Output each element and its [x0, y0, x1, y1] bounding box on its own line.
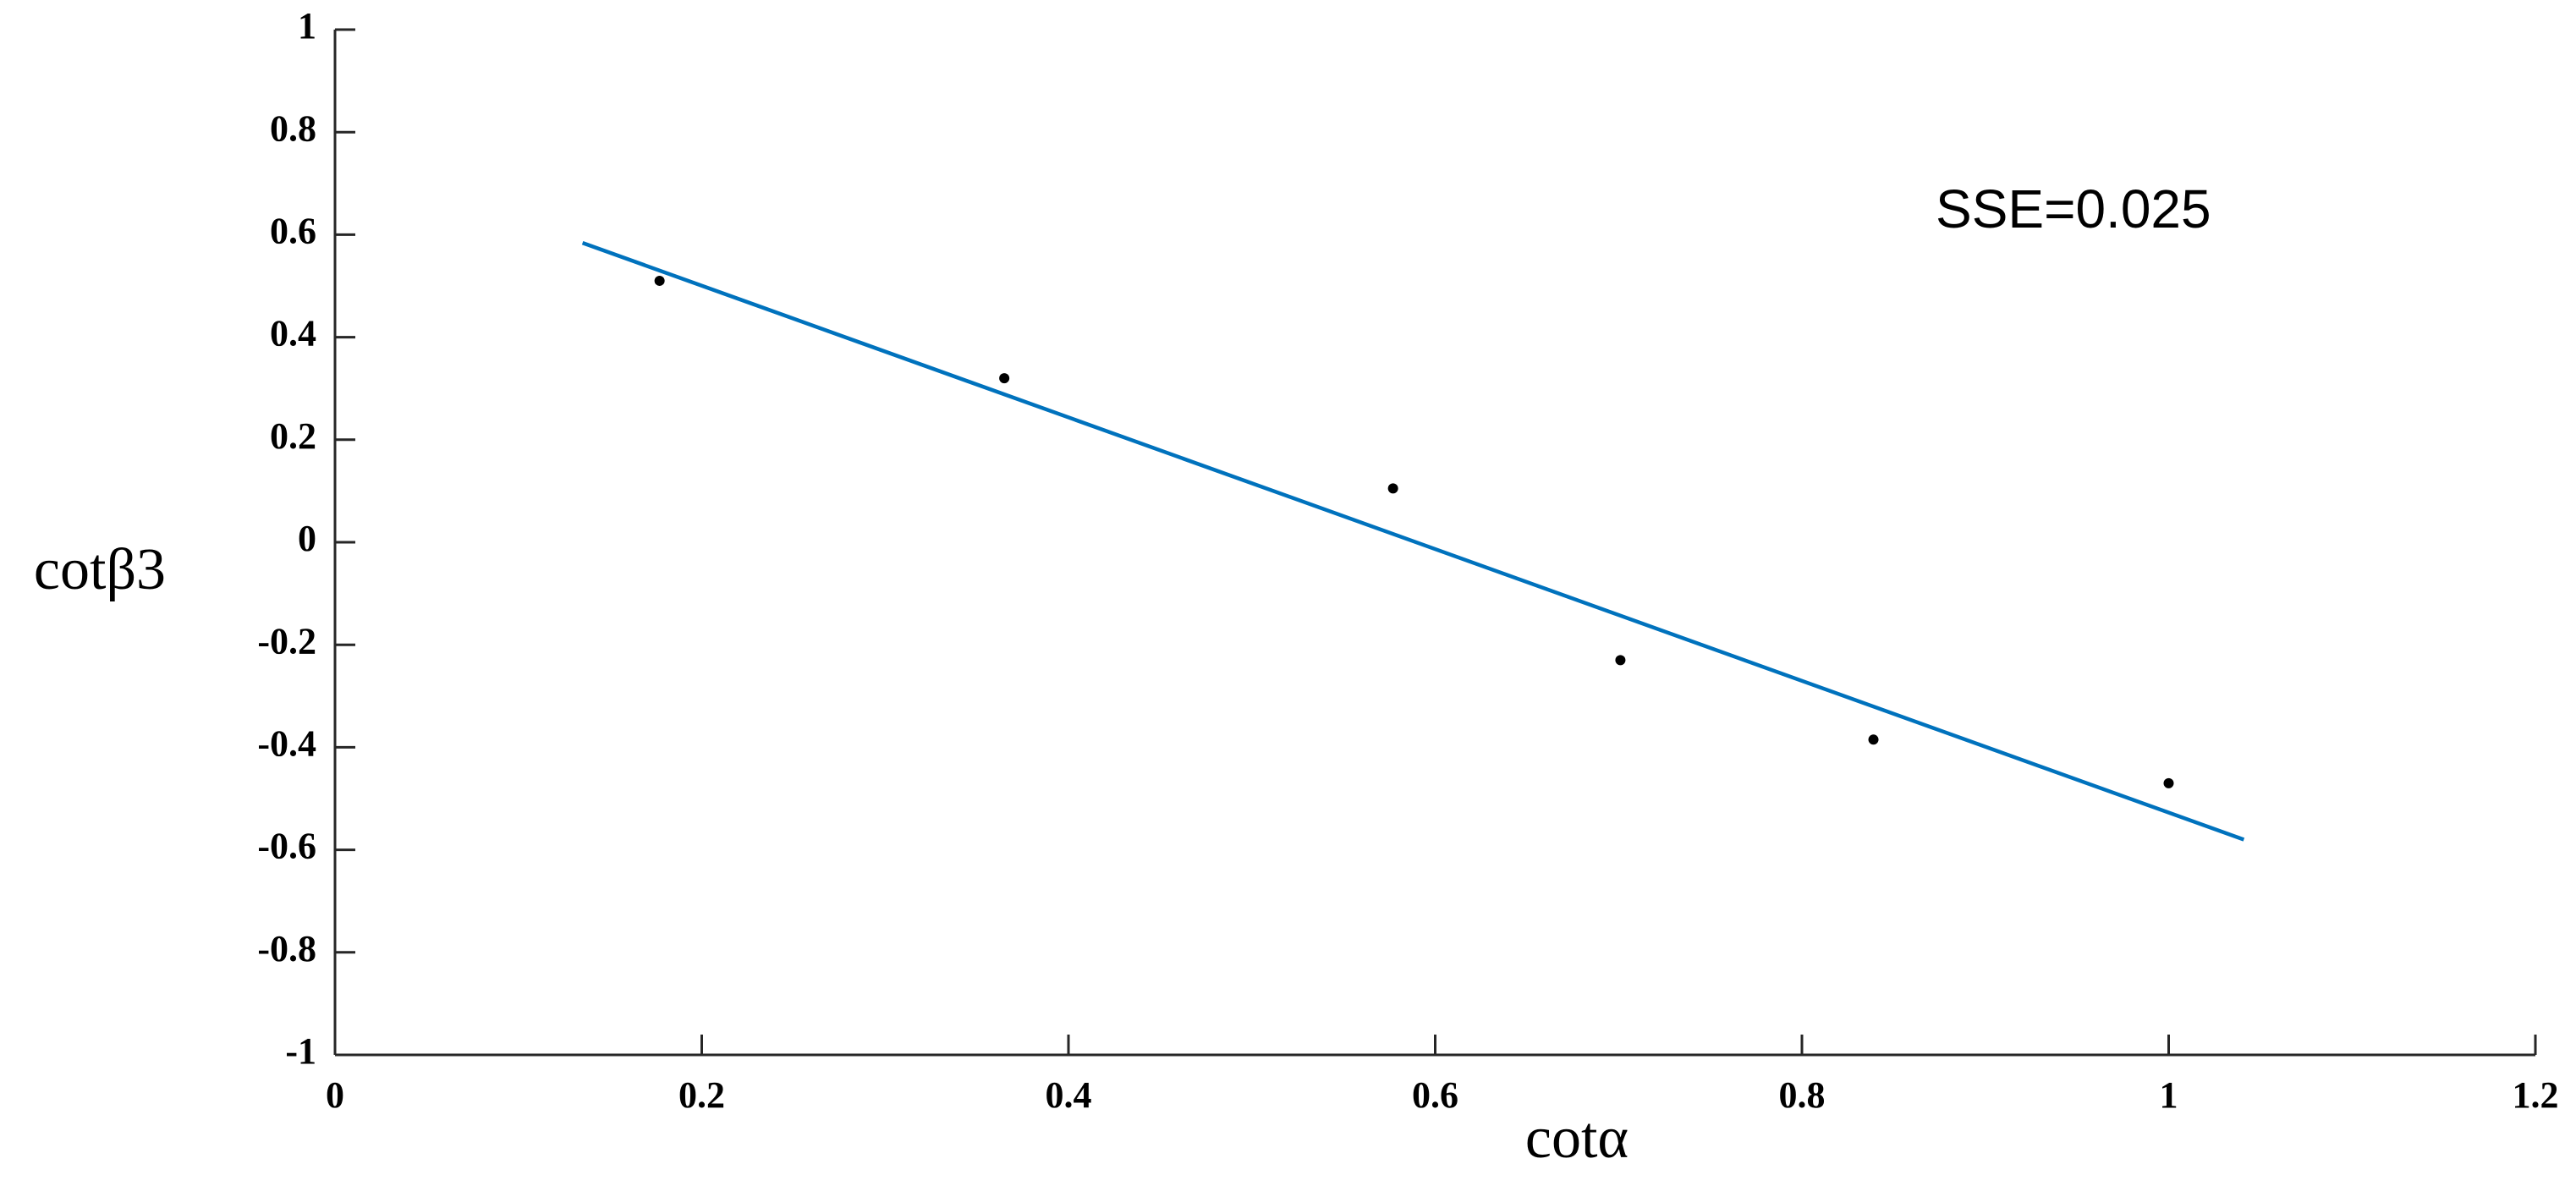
x-tick-label: 0.6 [1412, 1074, 1458, 1116]
x-tick-label: 1.2 [2513, 1074, 2559, 1116]
x-tick-label: 0.8 [1779, 1074, 1826, 1116]
fit-line [581, 240, 2245, 842]
data-point [2163, 777, 2174, 788]
x-tick-label: 0 [326, 1074, 344, 1116]
y-tick-label: -1 [285, 1030, 316, 1072]
annotation: SSE=0.025 [1936, 178, 2211, 239]
y-tick-label: 0 [298, 518, 316, 559]
y-tick-label: -0.2 [257, 620, 316, 662]
y-tick-label: 0.6 [270, 210, 316, 251]
data-point [654, 275, 665, 286]
y-axis-label: cotβ3 [34, 537, 166, 602]
data-point [999, 373, 1010, 384]
data-point [1387, 483, 1398, 494]
data-point [1615, 655, 1626, 666]
y-tick-label: -0.6 [257, 826, 316, 867]
y-tick-label: 0.4 [270, 313, 316, 354]
x-tick-label: 0.4 [1046, 1074, 1092, 1116]
y-tick-label: -0.4 [257, 722, 316, 764]
x-tick-label: 0.2 [678, 1074, 725, 1116]
x-tick-label: 1 [2160, 1074, 2178, 1116]
y-tick-label: -0.8 [257, 928, 316, 969]
data-point [1868, 734, 1879, 745]
y-tick-label: 1 [298, 5, 316, 47]
y-tick-label: 0.2 [270, 415, 316, 457]
x-axis-label: cotα [1525, 1106, 1629, 1171]
y-tick-label: 0.8 [270, 107, 316, 149]
